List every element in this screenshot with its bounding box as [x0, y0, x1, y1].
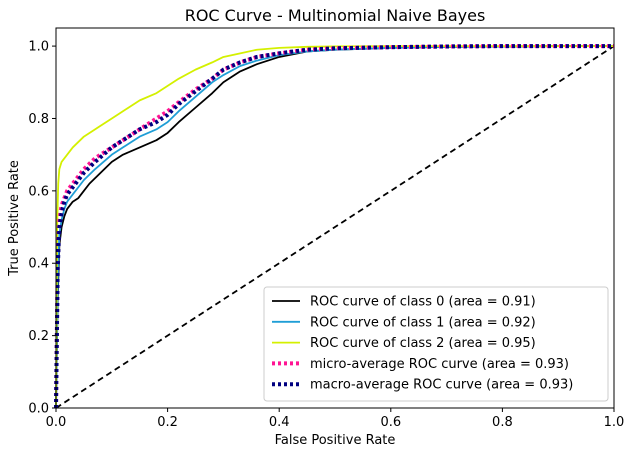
legend-label-1: ROC curve of class 1 (area = 0.92)	[310, 315, 536, 330]
y-tick-label: 0.4	[28, 257, 49, 272]
series-line-4	[54, 44, 614, 409]
series-line-2	[55, 45, 614, 409]
series-layer	[54, 44, 614, 409]
y-tick-label: 0.6	[28, 184, 49, 199]
x-tick-label: 0.8	[492, 415, 513, 430]
y-axis-label: True Positive Rate	[7, 160, 22, 277]
y-tick-label: 1.0	[28, 40, 49, 55]
plot-frame	[55, 27, 615, 409]
legend-label-3: micro-average ROC curve (area = 0.93)	[310, 357, 569, 372]
x-axis-label: False Positive Rate	[275, 433, 396, 448]
y-tick-label: 0.2	[28, 329, 49, 344]
chart-title: ROC Curve - Multinomial Naive Bayes	[185, 6, 486, 25]
legend: ROC curve of class 0 (area = 0.91) ROC cu…	[263, 286, 609, 402]
reference-layer	[55, 45, 615, 409]
legend-label-0: ROC curve of class 0 (area = 0.91)	[310, 295, 536, 310]
series-line-1	[55, 45, 614, 409]
y-tick-label: 0.0	[28, 402, 49, 417]
x-tick-label: 0.2	[157, 415, 178, 430]
legend-frame	[263, 286, 609, 402]
x-tick-label: 0.6	[380, 415, 401, 430]
y-tick-label: 0.8	[28, 112, 49, 127]
x-axis-ticks: 0.0 0.2 0.4 0.6 0.8 1.0	[46, 408, 625, 430]
chance-reference-line	[55, 45, 615, 409]
y-axis-ticks: 0.0 0.2 0.4 0.6 0.8 1.0	[28, 40, 56, 417]
legend-items: ROC curve of class 0 (area = 0.91) ROC cu…	[272, 295, 573, 393]
legend-label-2: ROC curve of class 2 (area = 0.95)	[310, 336, 536, 351]
x-tick-label: 0.0	[46, 415, 67, 430]
x-tick-label: 1.0	[604, 415, 625, 430]
legend-label-4: macro-average ROC curve (area = 0.93)	[310, 378, 573, 393]
x-tick-label: 0.4	[269, 415, 290, 430]
